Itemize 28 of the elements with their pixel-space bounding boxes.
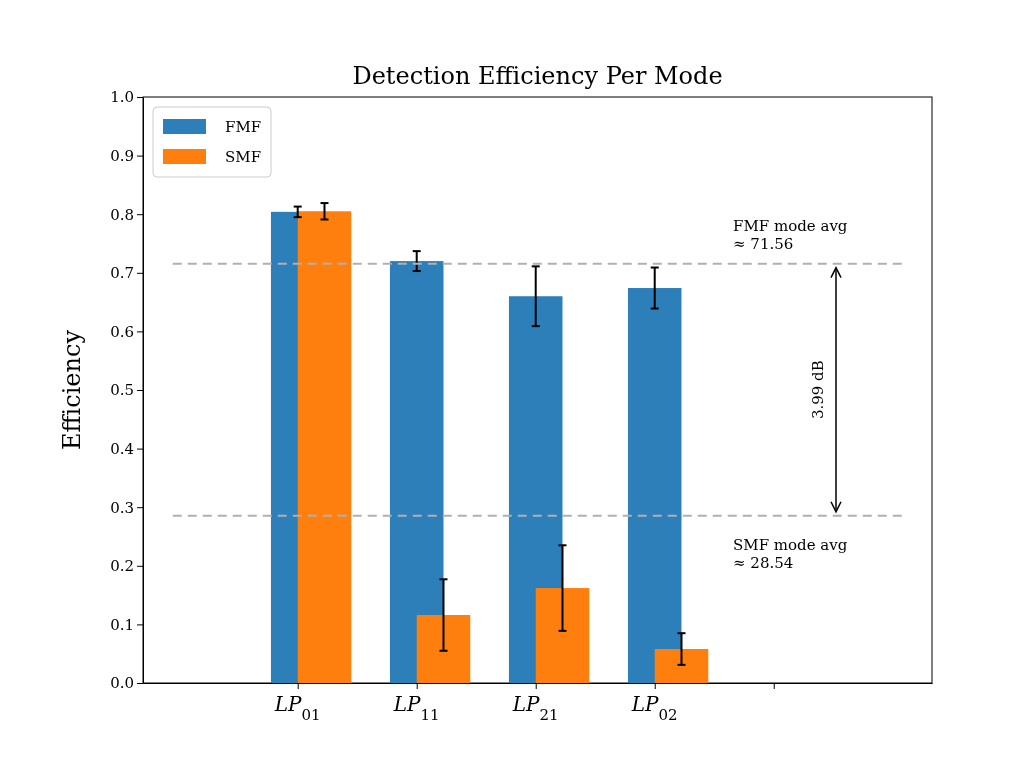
ref-line-label: FMF mode avg ≈ 71.56 [733, 216, 848, 253]
y-tick-label: 0.2 [110, 557, 134, 576]
bar [297, 211, 352, 683]
y-tick-label: 0.0 [110, 674, 134, 693]
bar [535, 588, 590, 683]
x-tick-label: LP$_{21}$ [511, 692, 559, 724]
bar [416, 615, 471, 683]
y-tick-label: 0.9 [110, 146, 134, 165]
chart-title: Detection Efficiency Per Mode [352, 62, 723, 90]
x-tick-label: LP$_{11}$ [392, 692, 440, 724]
ref-line-label: SMF mode avg ≈ 28.54 [733, 535, 848, 572]
bar [627, 288, 682, 683]
legend-label: FMF [225, 118, 262, 136]
bar [654, 649, 709, 683]
annotation: 3.99 dB [809, 360, 827, 420]
y-tick-label: 0.7 [110, 264, 134, 283]
y-tick-label: 0.5 [110, 381, 134, 400]
y-tick-label: 0.6 [110, 322, 134, 341]
legend-label: SMF [225, 148, 262, 166]
y-tick-label: 0.4 [110, 439, 134, 458]
x-tick-label: LP$_{02}$ [630, 692, 678, 724]
y-axis-title: Efficiency [58, 329, 86, 451]
y-tick-label: 0.8 [110, 205, 134, 224]
y-tick-label: 0.3 [110, 498, 134, 517]
y-tick-label: 0.1 [110, 615, 134, 634]
bar [389, 261, 444, 683]
x-tick-label: LP$_{01}$ [273, 692, 321, 724]
y-tick-label: 1.0 [110, 88, 134, 107]
